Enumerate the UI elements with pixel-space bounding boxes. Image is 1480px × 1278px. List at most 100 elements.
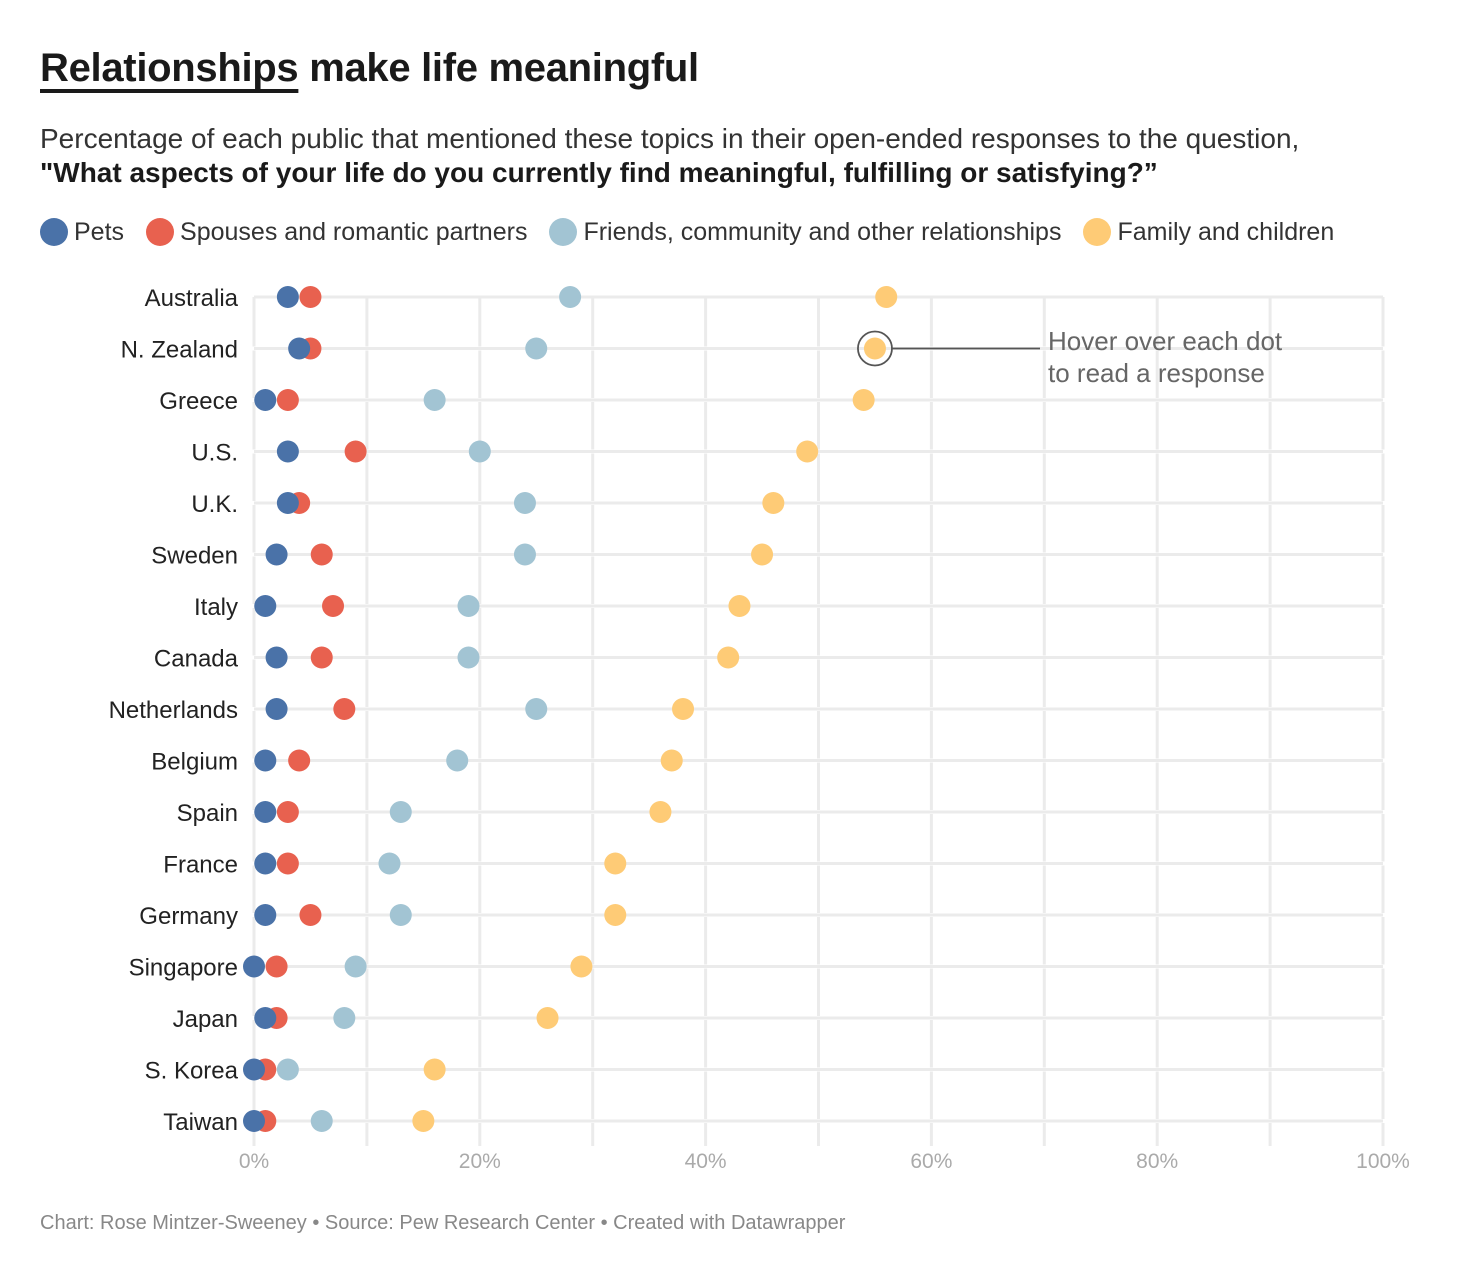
x-tick-label: 100% [1356,1150,1410,1173]
legend: Pets Spouses and romantic partners Frien… [40,212,1356,252]
dot-pets [243,1058,265,1081]
dot-spouses [276,852,299,875]
dot-spouses [310,543,333,566]
country-label: Belgium [151,749,238,776]
dot-pets [254,852,277,875]
dot-family [649,801,672,823]
country-label: France [163,852,238,879]
x-tick-label: 60% [910,1150,952,1173]
dot-family [672,698,695,720]
dot-friends [344,955,367,978]
dot-family [536,1007,559,1029]
legend-swatch-pets [40,218,68,246]
legend-label-friends: Friends, community and other relationshi… [583,217,1062,246]
dot-pets [276,440,299,463]
country-label: N. Zealand [121,337,238,364]
dot-family [875,286,898,308]
dot-friends [389,904,412,926]
dot-pets [265,698,288,720]
x-axis-ticks: 0% 20% 40% 60% 80% 100% [239,1150,1410,1173]
x-tick-label: 20% [459,1150,501,1173]
legend-label-pets: Pets [74,217,125,246]
legend-swatch-friends [549,218,578,246]
dot-family [570,955,593,978]
dot-spouses [322,595,345,617]
dot-spouses [299,904,322,926]
dot-family [412,1110,435,1132]
dot-spouses [299,286,322,308]
dot-pets [243,1110,265,1132]
chart-title: Relationships make life meaningful [40,46,699,91]
dot-spouses [310,646,333,669]
dot-spouses [333,698,356,720]
dot-pets [276,492,299,514]
country-label: Singapore [129,955,238,982]
dot-friends [333,1007,356,1029]
annotation-line2: to read a response [1048,358,1265,388]
country-label: U.K. [191,491,238,518]
country-label: Italy [194,594,238,621]
dot-friends [310,1110,333,1132]
legend-swatch-family [1083,218,1112,246]
legend-label-family: Family and children [1117,217,1335,246]
data-dots [243,286,898,1132]
country-label: S. Korea [145,1058,239,1085]
dot-friends [457,646,480,669]
legend-swatch-spouses [146,218,175,246]
dot-friends [389,801,412,823]
dot-pets [243,955,265,978]
country-label: Spain [177,800,238,827]
dot-family [717,646,740,669]
dot-friends [446,749,469,772]
dot-family [863,337,886,360]
dot-spouses [276,801,299,823]
dot-family [604,904,627,926]
country-label: Australia [145,285,239,312]
country-label: Netherlands [109,697,238,724]
dot-spouses [288,749,311,772]
chart-title-underlined: Relationships [40,46,299,90]
dot-friends [468,440,491,463]
x-tick-label: 40% [685,1150,727,1173]
dot-family [751,543,774,566]
dot-pets [254,595,277,617]
dot-friends [513,492,536,514]
dot-friends [423,389,446,411]
dot-pets [288,337,311,360]
dot-family [660,749,683,772]
country-label: Japan [173,1006,238,1033]
dot-family [423,1058,446,1081]
country-label: Taiwan [163,1109,238,1136]
legend-item-family: Family and children [1083,218,1334,247]
subtitle-text: Percentage of each public that mentioned… [40,123,1300,154]
dot-family [852,389,875,411]
annotation-line1: Hover over each dot [1048,326,1283,356]
country-label: Sweden [151,543,238,570]
dot-friends [513,543,536,566]
legend-item-pets: Pets [40,218,124,247]
dot-friends [276,1058,299,1081]
annotation: Hover over each dot to read a response [857,326,1283,388]
dot-family [728,595,751,617]
grid [252,295,1385,1146]
chart-title-rest: make life meaningful [298,46,699,90]
dot-family [796,440,819,463]
dot-pets [254,904,277,926]
dot-family [604,852,627,875]
dot-pets [254,801,277,823]
dot-spouses [344,440,367,463]
x-tick-label: 0% [239,1150,269,1173]
dot-friends [525,337,548,360]
country-label: Germany [139,903,238,930]
dot-pets [265,646,288,669]
dot-pets [254,1007,277,1029]
chart-footer: Chart: Rose Mintzer-Sweeney • Source: Pe… [40,1212,846,1234]
x-tick-label: 80% [1136,1150,1178,1173]
country-label: Canada [154,646,239,673]
legend-item-friends: Friends, community and other relationshi… [549,218,1061,247]
dot-pets [254,749,277,772]
dot-pets [265,543,288,566]
dot-friends [525,698,548,720]
country-label: U.S. [191,440,238,467]
country-label: Greece [159,388,238,415]
